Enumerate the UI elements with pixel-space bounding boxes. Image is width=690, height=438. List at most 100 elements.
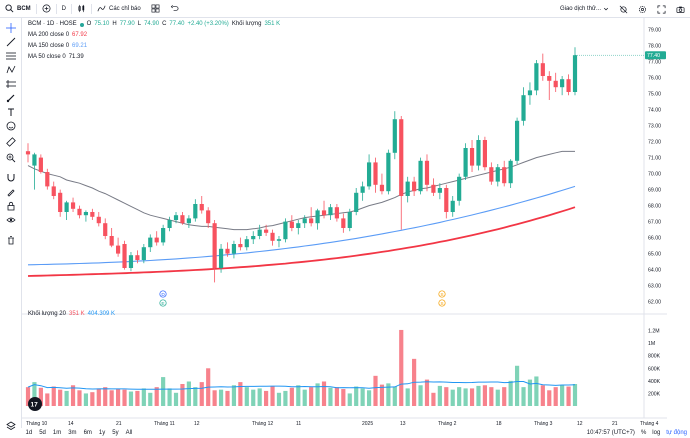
volume-ma-line — [27, 381, 576, 390]
percent-toggle[interactable]: % — [640, 430, 647, 436]
candle-body — [283, 221, 288, 240]
crosshair-tool[interactable] — [5, 22, 17, 34]
candle-body — [25, 151, 31, 155]
top-toolbar: BCM D Các chỉ báo Giao dịch thử... — [0, 0, 690, 18]
lock-icon — [7, 201, 15, 211]
magnet-tool[interactable] — [5, 172, 17, 184]
zoom-in-icon — [6, 153, 16, 163]
candle-body — [431, 184, 436, 193]
candle-body — [212, 223, 217, 268]
volume-bar — [51, 386, 56, 406]
text-tool[interactable] — [5, 106, 17, 118]
emoji-tool[interactable] — [5, 120, 17, 132]
candle-body — [173, 215, 179, 220]
ruler-tool[interactable] — [5, 136, 17, 148]
hide-tool[interactable] — [5, 214, 17, 226]
bottom-toolbar: 1d 5d 1m 3m 6m 1y 5y All 10:47:57 (UTC+7… — [0, 428, 690, 438]
log-toggle[interactable]: log — [652, 430, 661, 436]
volume-bar — [450, 389, 455, 406]
candle-body — [334, 207, 339, 219]
trendline-tool[interactable] — [5, 36, 17, 48]
candle-body — [231, 244, 237, 254]
range-all[interactable]: All — [125, 430, 133, 436]
lock-pencil-icon — [7, 189, 15, 197]
add-symbol-button[interactable] — [37, 0, 56, 18]
volume-bar — [527, 379, 533, 406]
gear-icon — [638, 5, 647, 13]
volume-bar — [58, 389, 63, 406]
layers-icon — [6, 421, 16, 430]
volume-bar — [469, 388, 475, 406]
ma150-label: MA 150 close 0 — [28, 43, 70, 49]
volume-bar — [231, 385, 237, 406]
bottom-right-tools: 10:47:57 (UTC+7) % log tự động — [587, 428, 687, 438]
volume-bar — [560, 385, 565, 406]
range-5d[interactable]: 5d — [39, 430, 46, 436]
volume-bar — [186, 381, 191, 406]
trendline-icon — [6, 37, 16, 47]
layout-button[interactable] — [146, 0, 165, 18]
undo-button[interactable] — [165, 0, 184, 18]
legend-ma50-row[interactable]: MA 50 close 0 71.39 — [28, 52, 280, 63]
candle-body — [560, 79, 565, 88]
volume-bar — [141, 388, 146, 406]
candle-body — [148, 237, 153, 248]
forecast-tool[interactable] — [5, 78, 17, 90]
symbol-search[interactable]: BCM — [0, 0, 36, 18]
lock-tool[interactable] — [5, 186, 17, 198]
delete-tool[interactable] — [5, 234, 17, 246]
volume-legend[interactable]: Khối lượng 20 351 K 404.309 K — [28, 311, 115, 317]
settings-button[interactable] — [633, 0, 652, 18]
open-label: O — [86, 21, 92, 27]
candle-body — [103, 223, 108, 236]
range-1d[interactable]: 1d — [25, 430, 33, 436]
candle-body — [167, 220, 172, 228]
trade-button[interactable]: Giao dịch thử... — [555, 0, 614, 18]
volume-tick-label: 1.2M — [648, 329, 660, 335]
price-tick-label: 62.00 — [648, 300, 661, 306]
range-6m[interactable]: 6m — [83, 430, 92, 436]
pattern-tool[interactable] — [5, 64, 17, 76]
volume-bar — [238, 382, 243, 406]
volume-bar — [154, 387, 159, 406]
volume-bar — [386, 383, 391, 406]
ma150-value: 69.21 — [72, 43, 88, 49]
object-tree-tool[interactable] — [5, 420, 17, 432]
fib-tool[interactable] — [5, 50, 17, 62]
volume-bar — [341, 389, 346, 406]
chart-legend: BCM · 1D · HOSE O 75.10 H 77.90 L 74.90 C 77… — [28, 19, 280, 63]
candle-body — [547, 76, 552, 81]
range-5y[interactable]: 5y — [112, 430, 119, 436]
volume-bar — [334, 387, 339, 406]
auto-toggle[interactable]: tự động — [666, 430, 687, 436]
volume-bar — [495, 389, 500, 406]
volume-bar — [289, 387, 294, 406]
volume-bar — [347, 393, 352, 406]
range-1m[interactable]: 1m — [52, 430, 62, 436]
fullscreen-button[interactable] — [652, 0, 671, 18]
clock-label[interactable]: 10:47:57 (UTC+7) — [586, 430, 635, 436]
volume-bar — [270, 386, 275, 406]
event-marker-label: S — [440, 292, 443, 298]
candle-body — [58, 192, 63, 212]
trade-label: Giao dịch thử... — [559, 6, 601, 12]
ma50-value: 71.39 — [68, 54, 84, 60]
alert-button[interactable] — [614, 0, 633, 18]
chart-type-button[interactable] — [72, 0, 91, 18]
brush-tool[interactable] — [5, 92, 17, 104]
price-tick-label: 66.00 — [648, 236, 661, 242]
legend-ma150-row[interactable]: MA 150 close 0 69.21 — [28, 41, 280, 52]
range-3m[interactable]: 3m — [68, 430, 77, 436]
volume-bar — [77, 390, 82, 406]
range-1y[interactable]: 1y — [98, 430, 106, 436]
candle-body — [161, 228, 166, 243]
snapshot-button[interactable] — [671, 0, 690, 18]
indicators-button[interactable]: Các chỉ báo — [92, 0, 146, 18]
legend-ma200-row[interactable]: MA 200 close 0 67.92 — [28, 30, 280, 41]
price-chart[interactable]: 79.00 78.00 77.00 76.00 75.00 74.00 73.00 72.00… — [22, 18, 667, 428]
interval-button[interactable]: D — [57, 0, 71, 18]
lock-drawings-tool[interactable] — [5, 200, 17, 212]
zoom-tool[interactable] — [5, 152, 17, 164]
volume-bar — [457, 387, 462, 406]
time-tick-label: Tháng 4 — [640, 421, 659, 427]
